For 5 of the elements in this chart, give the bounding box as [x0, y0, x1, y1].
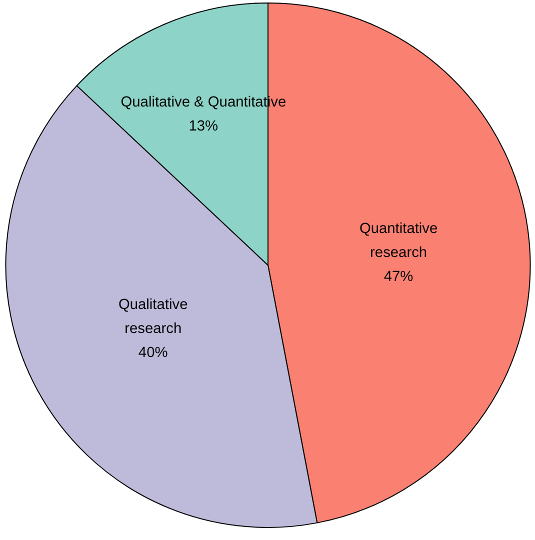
data-label: 47%	[384, 268, 414, 285]
data-label: 13%	[188, 118, 218, 135]
slice-label: Qualitative research	[118, 296, 188, 337]
data-label: 40%	[138, 344, 168, 361]
slice-label: Quantitative research	[359, 220, 438, 261]
